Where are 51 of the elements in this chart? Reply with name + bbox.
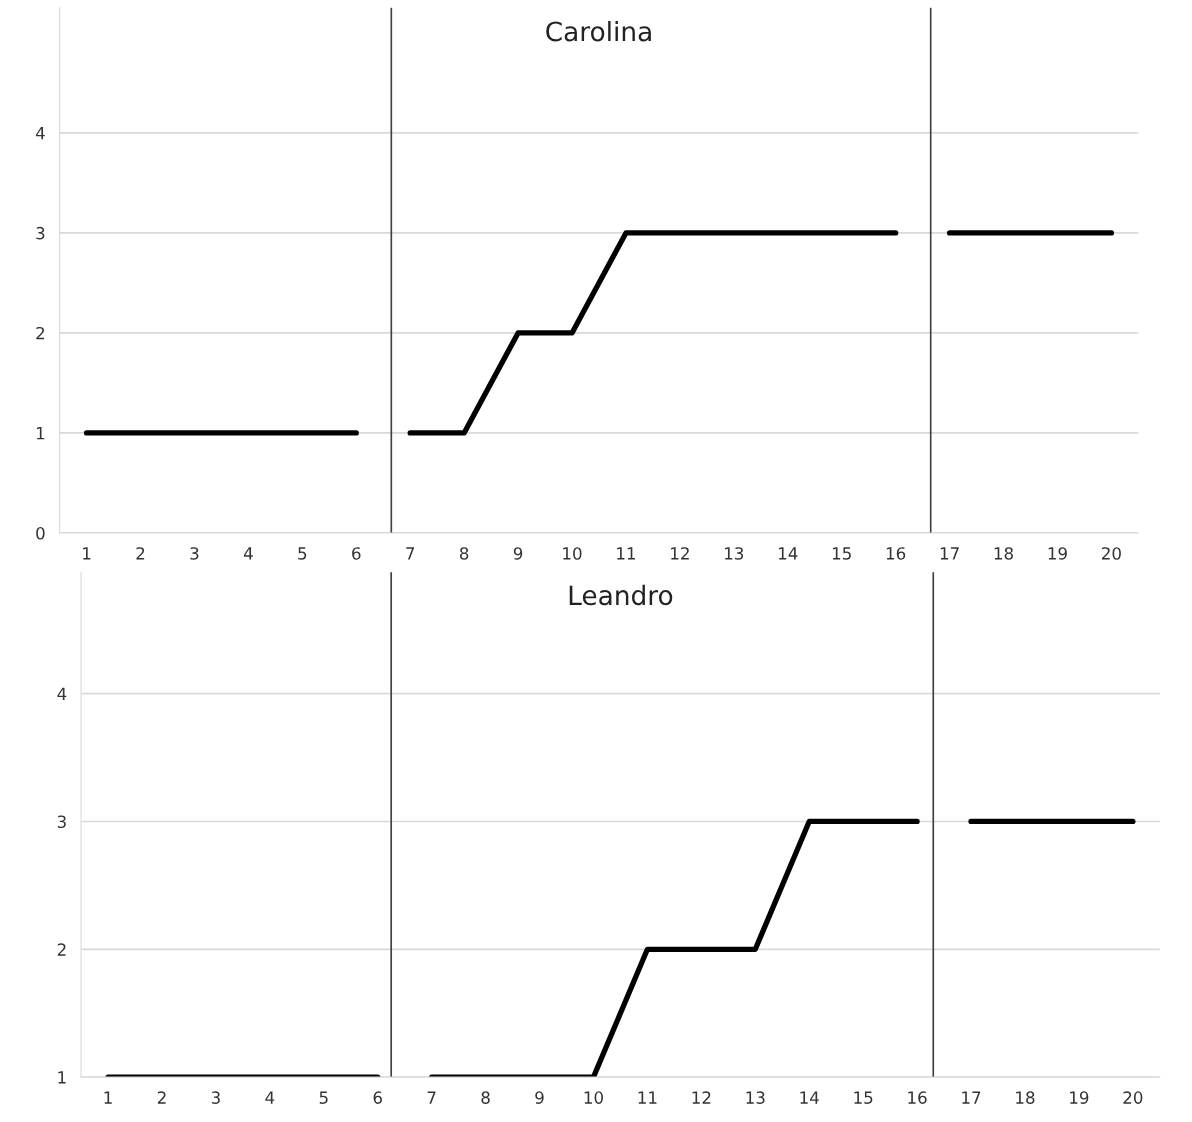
x-tick-label: 11 (638, 1091, 657, 1104)
x-tick-label: 3 (211, 1091, 220, 1104)
x-tick-label: 10 (584, 1091, 603, 1104)
chart-title: Carolina (546, 20, 651, 42)
x-tick-label: 3 (190, 547, 199, 560)
x-tick-label: 17 (962, 1091, 981, 1104)
x-tick-label: 9 (535, 1091, 544, 1104)
x-tick-label: 18 (994, 547, 1013, 560)
x-tick-label: 14 (778, 547, 798, 560)
x-tick-label: 5 (298, 547, 307, 560)
y-tick-label: 3 (57, 815, 66, 829)
x-tick-label: 16 (908, 1091, 927, 1104)
x-tick-label: 2 (157, 1091, 166, 1104)
x-tick-label: 20 (1102, 547, 1121, 560)
y-tick-label: 2 (57, 943, 66, 956)
y-tick-label: 1 (36, 427, 45, 440)
x-tick-label: 9 (513, 547, 523, 560)
x-tick-label: 16 (886, 547, 906, 560)
x-tick-label: 19 (1048, 547, 1067, 560)
x-tick-label: 14 (800, 1091, 819, 1104)
x-tick-label: 12 (692, 1091, 711, 1104)
x-tick-label: 15 (854, 1091, 873, 1104)
x-tick-label: 17 (940, 547, 959, 560)
y-tick-label: 3 (36, 226, 45, 240)
x-tick-label: 7 (406, 547, 415, 560)
x-tick-label: 12 (671, 547, 689, 560)
x-tick-label: 2 (136, 547, 145, 560)
x-tick-label: 4 (265, 1091, 275, 1104)
x-tick-label: 1 (104, 1091, 112, 1104)
x-tick-label: 13 (725, 547, 744, 560)
y-tick-label: 4 (57, 687, 67, 700)
x-tick-label: 8 (481, 1091, 490, 1104)
x-tick-label: 6 (352, 547, 361, 560)
x-tick-label: 13 (746, 1091, 765, 1104)
y-tick-label: 4 (35, 127, 45, 140)
x-tick-label: 8 (459, 547, 469, 560)
y-tick-label: 1 (58, 1071, 66, 1084)
x-tick-label: 18 (1016, 1091, 1035, 1104)
x-tick-label: 19 (1070, 1091, 1089, 1104)
x-tick-label: 5 (319, 1091, 328, 1104)
x-tick-label: 10 (563, 547, 582, 560)
x-tick-label: 11 (617, 547, 636, 560)
chart-title: Leandro (569, 584, 673, 606)
y-tick-label: 0 (36, 526, 45, 540)
y-tick-label: 2 (36, 326, 45, 340)
x-tick-label: 1 (83, 547, 91, 560)
x-tick-label: 15 (832, 547, 851, 560)
x-tick-label: 4 (243, 547, 253, 560)
x-tick-label: 6 (373, 1091, 382, 1104)
x-tick-label: 7 (427, 1091, 436, 1104)
x-tick-label: 20 (1123, 1091, 1143, 1104)
